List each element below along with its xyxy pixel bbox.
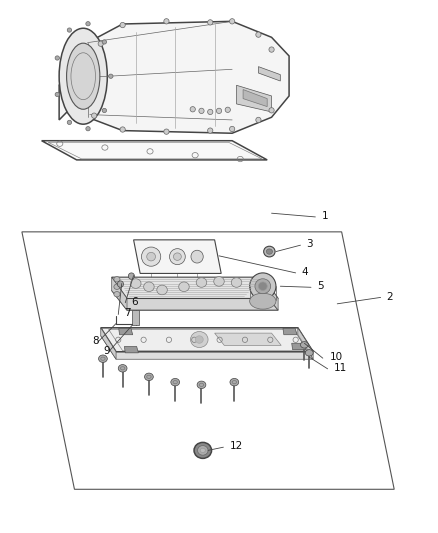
Polygon shape [134,240,221,273]
Text: 3: 3 [307,239,313,249]
Ellipse shape [144,282,154,292]
Text: 1: 1 [322,211,328,221]
Ellipse shape [230,19,235,24]
Text: 12: 12 [230,441,243,451]
Polygon shape [119,328,133,335]
Text: 9: 9 [103,346,110,356]
Ellipse shape [55,56,60,60]
Ellipse shape [208,128,213,133]
Ellipse shape [197,381,206,389]
Ellipse shape [208,20,213,25]
Ellipse shape [225,107,230,112]
Ellipse shape [171,378,180,386]
Polygon shape [298,328,313,359]
Ellipse shape [264,246,275,257]
Ellipse shape [114,277,120,282]
Ellipse shape [195,336,203,343]
Polygon shape [124,346,138,353]
Polygon shape [112,290,278,310]
Ellipse shape [199,108,204,114]
Ellipse shape [164,19,169,24]
Ellipse shape [256,32,261,37]
Ellipse shape [269,47,274,52]
Ellipse shape [102,40,106,44]
Ellipse shape [208,109,213,115]
Ellipse shape [55,92,60,96]
Polygon shape [101,328,116,359]
Polygon shape [283,328,297,335]
Polygon shape [101,336,313,359]
Ellipse shape [120,127,125,132]
Polygon shape [42,141,267,160]
Polygon shape [243,90,267,107]
Ellipse shape [114,292,120,297]
Ellipse shape [92,113,97,118]
Ellipse shape [190,107,195,112]
Ellipse shape [147,253,155,261]
Ellipse shape [86,126,90,131]
Ellipse shape [157,285,167,295]
Text: 8: 8 [92,336,99,346]
Ellipse shape [120,22,125,28]
Ellipse shape [109,74,113,78]
Ellipse shape [102,108,106,112]
Ellipse shape [255,279,271,294]
Ellipse shape [200,448,205,453]
Polygon shape [59,21,289,133]
Ellipse shape [67,28,72,32]
Polygon shape [292,343,306,350]
Polygon shape [237,85,272,112]
Ellipse shape [59,28,107,124]
Polygon shape [215,333,281,345]
Polygon shape [258,67,280,81]
Ellipse shape [118,365,127,372]
Ellipse shape [266,249,272,254]
Ellipse shape [300,342,308,348]
Text: 10: 10 [329,352,343,362]
Text: 4: 4 [301,267,308,277]
Ellipse shape [164,129,169,134]
Ellipse shape [99,355,107,362]
Polygon shape [263,277,278,310]
Ellipse shape [305,350,313,356]
Ellipse shape [250,293,276,309]
Ellipse shape [256,117,261,123]
Ellipse shape [230,378,239,386]
Ellipse shape [250,273,276,300]
Ellipse shape [145,373,153,381]
Text: 7: 7 [124,309,131,318]
Text: 11: 11 [334,363,347,373]
Polygon shape [112,277,127,310]
Ellipse shape [258,282,267,290]
Ellipse shape [191,250,203,263]
Ellipse shape [131,279,141,288]
Ellipse shape [114,284,120,289]
Ellipse shape [269,108,274,113]
Ellipse shape [128,273,134,279]
Ellipse shape [117,281,124,287]
Ellipse shape [98,41,103,46]
Ellipse shape [173,253,181,260]
Ellipse shape [179,282,189,292]
Ellipse shape [194,442,212,458]
Ellipse shape [231,278,242,287]
Ellipse shape [230,126,235,132]
Polygon shape [101,328,313,352]
Ellipse shape [196,278,207,287]
Ellipse shape [170,248,185,265]
Ellipse shape [141,247,161,266]
Polygon shape [112,277,278,298]
Ellipse shape [198,446,208,455]
Ellipse shape [86,22,90,26]
Text: 5: 5 [318,281,324,291]
Text: 6: 6 [131,297,138,306]
Ellipse shape [214,277,224,286]
Ellipse shape [216,108,222,114]
Ellipse shape [67,43,100,109]
Text: 2: 2 [386,293,393,302]
Ellipse shape [67,120,71,125]
Polygon shape [132,310,139,325]
Ellipse shape [191,332,208,348]
